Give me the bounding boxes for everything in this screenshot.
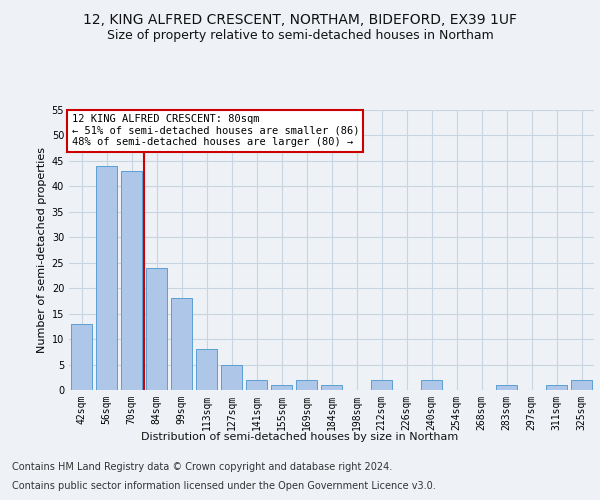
- Text: Contains HM Land Registry data © Crown copyright and database right 2024.: Contains HM Land Registry data © Crown c…: [12, 462, 392, 472]
- Bar: [571, 380, 592, 390]
- Bar: [496, 385, 517, 390]
- Bar: [246, 380, 267, 390]
- Bar: [271, 385, 292, 390]
- Bar: [421, 380, 442, 390]
- Bar: [171, 298, 192, 390]
- Text: Size of property relative to semi-detached houses in Northam: Size of property relative to semi-detach…: [107, 29, 493, 42]
- Bar: [321, 385, 342, 390]
- Bar: [371, 380, 392, 390]
- Bar: [296, 380, 317, 390]
- Text: Contains public sector information licensed under the Open Government Licence v3: Contains public sector information licen…: [12, 481, 436, 491]
- Text: Distribution of semi-detached houses by size in Northam: Distribution of semi-detached houses by …: [142, 432, 458, 442]
- Bar: [221, 364, 242, 390]
- Bar: [121, 171, 142, 390]
- Bar: [196, 350, 217, 390]
- Bar: [146, 268, 167, 390]
- Bar: [96, 166, 117, 390]
- Y-axis label: Number of semi-detached properties: Number of semi-detached properties: [37, 147, 47, 353]
- Text: 12, KING ALFRED CRESCENT, NORTHAM, BIDEFORD, EX39 1UF: 12, KING ALFRED CRESCENT, NORTHAM, BIDEF…: [83, 12, 517, 26]
- Text: 12 KING ALFRED CRESCENT: 80sqm
← 51% of semi-detached houses are smaller (86)
48: 12 KING ALFRED CRESCENT: 80sqm ← 51% of …: [71, 114, 359, 148]
- Bar: [546, 385, 567, 390]
- Bar: [71, 324, 92, 390]
